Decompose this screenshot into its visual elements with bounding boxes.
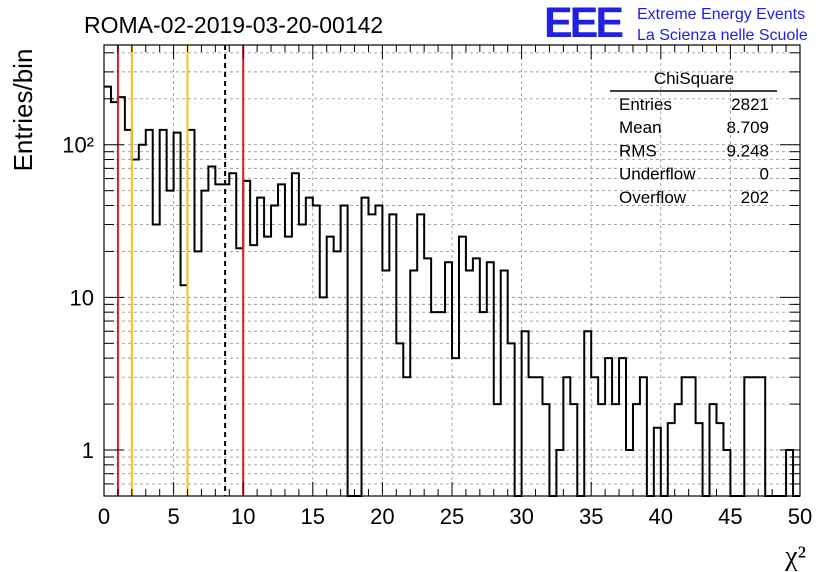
stats-row-value: 8.709 — [726, 118, 769, 137]
stats-rows: Entries 2821 Mean 8.709 RMS 9.248 Underflow 0 Ov… — [619, 95, 769, 207]
x-tick-label: 5 — [167, 504, 179, 529]
x-tick-label: 0 — [98, 504, 110, 529]
x-tick-label: 15 — [301, 504, 325, 529]
x-tick-label: 30 — [509, 504, 533, 529]
y-tick-label: 10 — [70, 285, 94, 310]
stats-row-label: RMS — [619, 141, 657, 160]
y-axis-label: Entries/bin — [8, 49, 38, 172]
stats-row-value: 9.248 — [726, 141, 769, 160]
grid-lines — [104, 45, 800, 497]
stats-row-label: Underflow — [619, 165, 696, 184]
eee-logo: EEE Extreme Energy Events La Scienza nel… — [544, 0, 808, 47]
chart-title: ROMA-02-2019-03-20-00142 — [84, 12, 383, 38]
stats-row-label: Overflow — [619, 188, 687, 207]
eee-logo-line2: La Scienza nelle Scuole — [637, 27, 808, 44]
eee-logo-mark: EEE — [544, 0, 622, 47]
x-axis-label: χ² — [784, 541, 806, 572]
axis-tick-labels: 0 5 10 15 20 25 30 35 40 45 50 1 10 10² — [62, 133, 812, 529]
stats-row-value: 2821 — [731, 95, 769, 114]
x-tick-label: 35 — [579, 504, 603, 529]
stats-box-title: ChiSquare — [654, 69, 734, 88]
x-tick-label: 10 — [231, 504, 255, 529]
reference-lines — [116, 45, 245, 496]
x-tick-label: 20 — [370, 504, 394, 529]
histogram-bars — [104, 85, 800, 497]
stats-row-value: 0 — [760, 165, 769, 184]
stats-row-value: 202 — [741, 188, 769, 207]
y-tick-label: 1 — [82, 438, 94, 463]
stats-row-label: Entries — [619, 95, 672, 114]
x-tick-label: 45 — [718, 504, 742, 529]
stats-box: ChiSquare Entries 2821 Mean 8.709 RMS 9.248 Un… — [610, 69, 777, 207]
x-tick-label: 25 — [440, 504, 464, 529]
x-tick-label: 40 — [649, 504, 673, 529]
histogram-outline — [104, 85, 800, 497]
y-tick-label: 10² — [62, 133, 94, 158]
stats-row-label: Mean — [619, 118, 662, 137]
x-tick-label: 50 — [788, 504, 812, 529]
eee-logo-line1: Extreme Energy Events — [637, 6, 805, 23]
axis-ticks — [103, 45, 801, 497]
